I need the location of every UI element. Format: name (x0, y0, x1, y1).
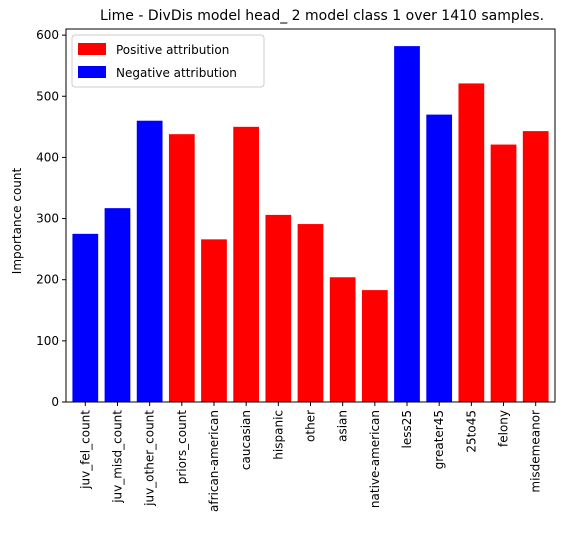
y-tick-label-100: 100 (36, 334, 59, 348)
bars-group (72, 46, 549, 403)
y-tick-label-0: 0 (51, 395, 59, 409)
x-tick-label-african-american: african-american (207, 410, 221, 512)
legend-label-positive: Positive attribution (116, 43, 229, 57)
bar-asian (329, 277, 356, 402)
bar-greater45 (426, 114, 453, 402)
bar-hispanic (265, 214, 292, 402)
y-tick-label-400: 400 (36, 150, 59, 164)
bar-misdemeanor (522, 131, 549, 402)
bar-felony (490, 144, 517, 402)
x-tick-label-juv_misd_count: juv_misd_count (110, 410, 124, 504)
x-tick-label-felony: felony (497, 410, 511, 447)
y-tick-label-200: 200 (36, 273, 59, 287)
y-tick-label-300: 300 (36, 212, 59, 226)
legend-swatch-negative (78, 66, 106, 78)
x-axis: juv_fel_count juv_misd_count juv_other_cou… (78, 402, 543, 512)
y-tick-label-500: 500 (36, 89, 59, 103)
bar-25to45 (458, 83, 485, 402)
bar-juv_fel_count (72, 233, 99, 402)
x-tick-label-25to45: 25to45 (464, 410, 478, 453)
x-tick-label-juv_fel_count: juv_fel_count (78, 410, 92, 490)
legend-box (71, 34, 265, 88)
x-tick-label-hispanic: hispanic (271, 410, 285, 460)
x-tick-label-less25: less25 (400, 410, 414, 449)
bar-priors_count (168, 134, 195, 402)
legend-label-negative: Negative attribution (116, 66, 237, 80)
x-tick-label-juv_other_count: juv_other_count (143, 410, 157, 507)
bar-native-american (361, 290, 388, 402)
chart-title: Lime - DivDis model head_ 2 model class … (100, 8, 544, 24)
bar-juv_other_count (136, 120, 163, 402)
x-tick-label-greater45: greater45 (432, 410, 446, 469)
bar-african-american (201, 239, 227, 402)
y-tick-label-600: 600 (36, 28, 59, 42)
bar-other (297, 224, 324, 402)
x-tick-label-priors_count: priors_count (175, 410, 189, 485)
x-tick-label-caucasian: caucasian (239, 410, 253, 470)
bar-juv_misd_count (104, 208, 131, 402)
x-tick-label-asian: asian (336, 410, 350, 442)
legend: Positive attribution Negative attributio… (71, 34, 265, 88)
bar-less25 (394, 46, 420, 403)
x-tick-label-misdemeanor: misdemeanor (529, 410, 543, 493)
y-axis-label: Importance count (10, 167, 24, 274)
legend-swatch-positive (78, 43, 106, 55)
plot-frame (65, 28, 556, 403)
y-axis: 0 100 200 300 400 500 600 (36, 28, 66, 409)
x-tick-label-other: other (304, 410, 318, 442)
x-tick-label-native-american: native-american (368, 410, 382, 508)
bar-caucasian (233, 126, 260, 403)
